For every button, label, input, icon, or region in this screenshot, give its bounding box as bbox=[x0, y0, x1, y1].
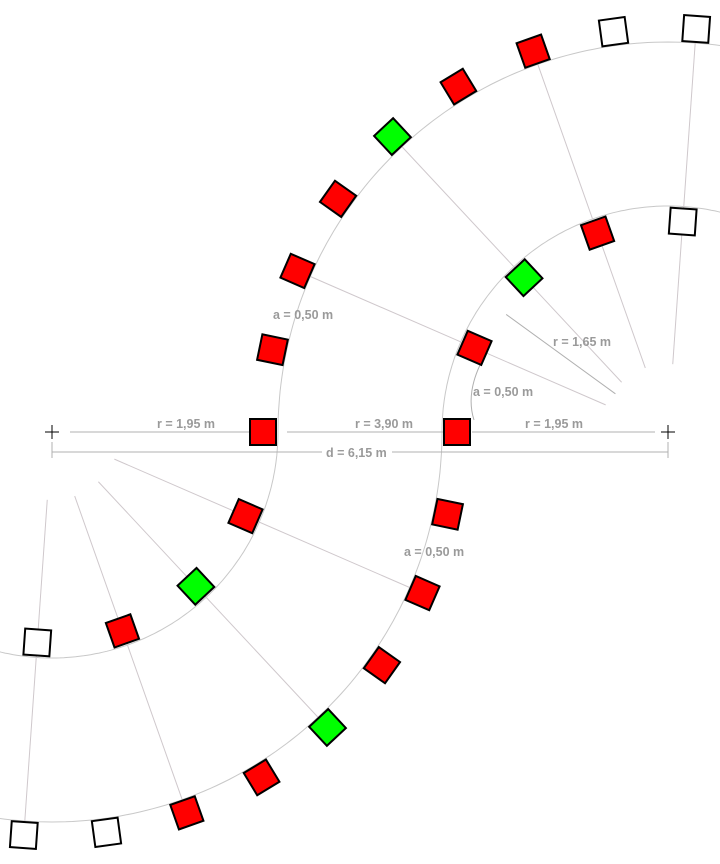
spoke-line bbox=[98, 481, 322, 722]
spoke-line bbox=[305, 274, 606, 406]
label-a-lower: a = 0,50 m bbox=[404, 545, 464, 559]
track-square-white bbox=[90, 816, 123, 849]
label-r-upper-right: r = 1,65 m bbox=[553, 335, 611, 349]
track-square-green bbox=[504, 257, 544, 298]
label-a-upper-left: a = 0,50 m bbox=[273, 308, 333, 322]
label-r-left: r = 1,95 m bbox=[157, 417, 215, 431]
center-cross-icon bbox=[45, 425, 59, 439]
track-square-red bbox=[104, 613, 141, 649]
dimension-line-a-center bbox=[470, 364, 481, 421]
track-arc-outer-upper bbox=[277, 41, 720, 433]
track-square-red bbox=[443, 418, 471, 446]
track-arc-inner-lower bbox=[0, 432, 279, 659]
center-cross-icon bbox=[661, 425, 675, 439]
track-square-green bbox=[307, 707, 348, 748]
track-square-red bbox=[249, 418, 277, 446]
track-square-red bbox=[279, 252, 316, 290]
track-square-white bbox=[681, 14, 712, 44]
dimension-line-r-upper-right bbox=[505, 314, 616, 395]
track-square-red bbox=[439, 67, 478, 106]
track-square-white bbox=[597, 15, 630, 48]
label-r-right: r = 1,95 m bbox=[525, 417, 583, 431]
track-arc-outer-lower bbox=[0, 431, 443, 823]
track-square-red bbox=[318, 179, 358, 219]
track-square-red bbox=[515, 33, 552, 70]
track-square-red bbox=[362, 645, 402, 685]
track-square-red bbox=[242, 758, 281, 797]
track-square-white bbox=[667, 206, 698, 237]
track-square-white bbox=[22, 627, 53, 658]
label-r-middle: r = 3,90 m bbox=[355, 417, 413, 431]
spoke-line bbox=[114, 458, 415, 590]
track-square-red bbox=[404, 574, 441, 612]
track-square-green bbox=[176, 566, 216, 607]
spoke-line bbox=[398, 142, 622, 383]
track-square-red bbox=[255, 333, 290, 367]
spoke-line bbox=[535, 59, 646, 369]
track-square-red bbox=[430, 497, 465, 531]
label-a-center: a = 0,50 m bbox=[473, 385, 533, 399]
spoke-line bbox=[23, 499, 48, 827]
label-d-total: d = 6,15 m bbox=[326, 446, 387, 460]
track-arc-inner-upper bbox=[441, 205, 720, 432]
track-square-green bbox=[372, 116, 413, 157]
track-square-red bbox=[579, 215, 616, 251]
track-square-red bbox=[168, 794, 205, 831]
track-square-white bbox=[8, 820, 39, 850]
track-square-red bbox=[456, 329, 493, 367]
track-square-red bbox=[227, 497, 264, 535]
spoke-line bbox=[672, 37, 697, 365]
spoke-line bbox=[74, 495, 185, 805]
